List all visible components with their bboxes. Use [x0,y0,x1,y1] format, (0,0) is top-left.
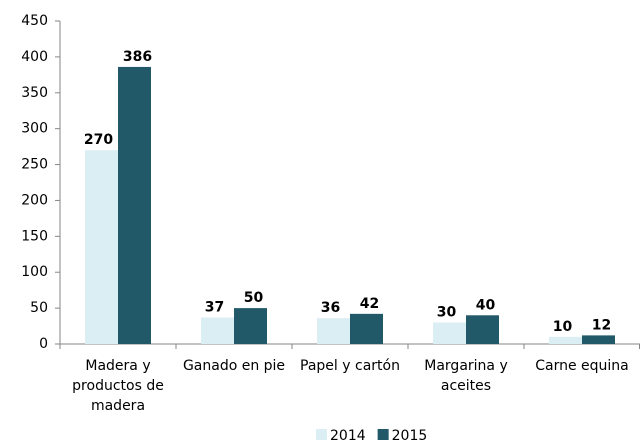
y-tick-label: 0 [39,336,48,352]
x-tick-label: Madera y productos de madera [72,358,164,414]
y-tick-label: 200 [21,192,48,208]
y-tick-label: 300 [21,121,48,137]
data-label: 386 [123,49,152,65]
data-label: 36 [321,300,340,316]
y-tick-label: 400 [21,49,48,65]
legend-swatch [316,429,327,440]
data-label: 42 [360,296,379,312]
bar [317,318,350,344]
legend-label: 2015 [392,428,428,444]
bar [234,308,267,344]
data-label: 12 [592,317,611,333]
legend-swatch [377,429,389,440]
bar [549,336,582,344]
y-tick-label: 100 [21,264,48,280]
data-label: 10 [553,319,573,335]
bar [118,66,151,344]
x-tick-label: Ganado en pie [182,358,286,374]
data-label: 50 [244,290,264,306]
y-tick-label: 450 [21,13,48,29]
data-label: 37 [205,299,224,315]
bar [350,313,383,344]
y-tick-label: 150 [21,228,48,244]
y-tick-label: 350 [21,85,48,101]
data-label: 40 [476,297,496,313]
data-label: 30 [437,304,457,320]
bar [466,315,499,344]
y-tick-label: 250 [21,157,48,173]
bar [85,150,118,344]
bar [201,317,234,344]
legend-label: 2014 [330,428,366,444]
bar [433,322,466,344]
x-tick-label: Margarina y aceites [424,358,508,394]
x-tick-label: Carne equina [535,358,629,374]
bar [582,335,615,344]
data-label: 270 [84,132,113,148]
x-tick-label: Papel y cartón [300,358,400,374]
y-tick-label: 50 [30,300,48,316]
